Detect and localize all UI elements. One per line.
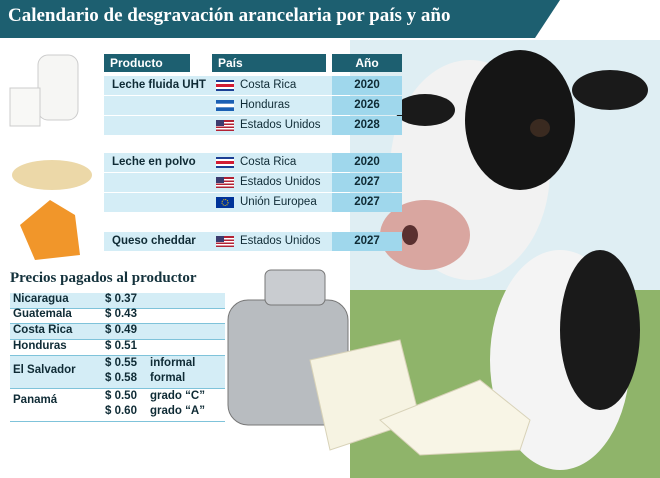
flag — [216, 80, 234, 91]
price: $ 0.43 — [105, 308, 137, 320]
year: 2020 — [332, 76, 402, 95]
year: 2027 — [332, 193, 402, 212]
year: 2026 — [332, 96, 402, 115]
flag — [216, 197, 234, 208]
note: grado “C” — [150, 390, 205, 402]
header-cell: Producto — [104, 54, 190, 72]
price: $ 0.60 — [105, 405, 137, 417]
country: Costa Rica — [240, 79, 297, 91]
country: Estados Unidos — [240, 176, 321, 188]
table-row: Queso cheddar Estados Unidos 2027 — [104, 232, 402, 251]
flag — [216, 177, 234, 188]
price: $ 0.58 — [105, 372, 137, 384]
year: 2027 — [332, 232, 402, 251]
price: $ 0.37 — [105, 293, 137, 305]
year: 2027 — [332, 173, 402, 192]
price-row: Panamá $ 0.50 grado “C” $ 0.60 grado “A” — [10, 389, 225, 422]
product: Leche en polvo — [112, 156, 196, 168]
price: $ 0.51 — [105, 340, 137, 352]
price-row: Costa Rica $ 0.49 — [10, 324, 225, 340]
header-cell: País — [212, 54, 326, 72]
table-row: Honduras 2026 — [104, 96, 402, 115]
country: Unión Europea — [240, 196, 317, 208]
product: Queso cheddar — [112, 235, 196, 247]
country: Costa Rica — [13, 324, 73, 336]
country: Costa Rica — [240, 156, 297, 168]
year: 2020 — [332, 153, 402, 172]
table-row: Estados Unidos 2027 — [104, 173, 402, 192]
country: El Salvador — [13, 364, 76, 376]
country: Honduras — [240, 99, 290, 111]
product: Leche fluida UHT — [112, 79, 206, 91]
header-cell: Año — [332, 54, 402, 72]
price-row: Guatemala $ 0.43 — [10, 308, 225, 324]
price-row: Honduras $ 0.51 — [10, 340, 225, 356]
flag — [216, 100, 234, 111]
note: informal — [150, 357, 196, 369]
table-row: Leche en polvo Costa Rica 2020 — [104, 153, 402, 172]
country: Estados Unidos — [240, 119, 321, 131]
price: $ 0.50 — [105, 390, 137, 402]
note: grado “A” — [150, 405, 205, 417]
year: 2028 — [332, 116, 402, 135]
flag — [216, 236, 234, 247]
table-row: Unión Europea 2027 — [104, 193, 402, 212]
country: Guatemala — [13, 308, 72, 320]
table-row: Leche fluida UHT Costa Rica 2020 — [104, 76, 402, 95]
table-row: Estados Unidos 2028 — [104, 116, 402, 135]
title: Calendario de desgravación arancelaria p… — [8, 5, 451, 26]
price-row: Nicaragua $ 0.37 — [10, 293, 225, 309]
price-row: El Salvador $ 0.55 informal $ 0.58 forma… — [10, 356, 225, 389]
flag — [216, 157, 234, 168]
country: Panamá — [13, 394, 58, 406]
note: formal — [150, 372, 186, 384]
prices-title: Precios pagados al productor — [10, 270, 197, 286]
country: Nicaragua — [13, 293, 69, 305]
price: $ 0.55 — [105, 357, 137, 369]
price: $ 0.49 — [105, 324, 137, 336]
country: Estados Unidos — [240, 235, 321, 247]
flag — [216, 120, 234, 131]
country: Honduras — [13, 340, 67, 352]
